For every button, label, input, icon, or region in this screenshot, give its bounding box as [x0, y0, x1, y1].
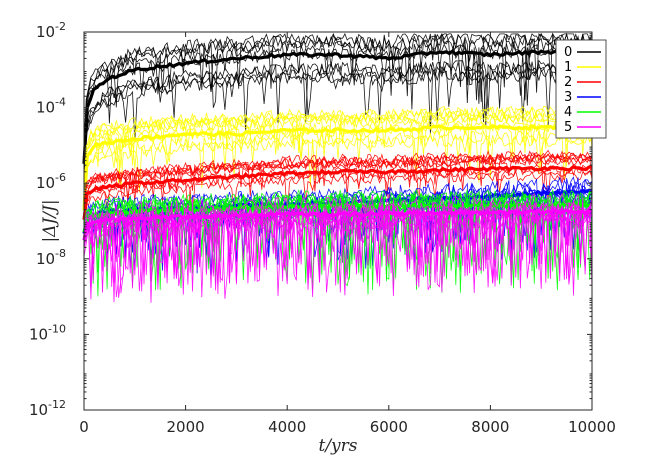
series-2-trajectory	[83, 149, 593, 213]
legend-label: 4	[564, 105, 572, 120]
series-1-trajectory	[83, 105, 593, 198]
y-tick-label: 10-10	[29, 322, 66, 343]
series-0-mean-line	[82, 48, 593, 164]
legend-box	[555, 39, 607, 139]
legend-label: 5	[564, 120, 572, 135]
series-1-trajectory	[83, 119, 593, 214]
series-0-trajectory	[83, 32, 593, 158]
y-tick-label: 10-6	[36, 171, 66, 192]
x-tick-label: 0	[79, 418, 89, 436]
x-tick-label: 4000	[268, 418, 306, 436]
series-1-trajectory	[83, 106, 593, 200]
y-tick-label: 10-8	[36, 247, 66, 268]
x-tick-label: 2000	[167, 418, 205, 436]
legend-label: 3	[564, 90, 572, 105]
series-1-trajectory	[83, 134, 593, 220]
series-0-trajectory	[83, 65, 593, 190]
series-5-trajectory	[83, 206, 593, 296]
series-2	[82, 149, 593, 229]
series-1-trajectory	[83, 109, 593, 197]
x-axis-label: t/yrs	[318, 436, 357, 456]
x-tick-label: 8000	[471, 418, 509, 436]
series-1-trajectory	[83, 109, 593, 197]
legend-label: 0	[564, 45, 572, 60]
y-tick-label: 10-4	[36, 96, 66, 117]
series-2-trajectory	[83, 163, 593, 221]
x-tick-label: 6000	[370, 418, 408, 436]
y-tick-label: 10-12	[29, 398, 66, 419]
series-0-trajectory	[83, 60, 593, 185]
legend-label: 1	[564, 60, 572, 75]
y-axis-label: |ΔJ/J|	[40, 199, 60, 242]
plot-frame	[83, 31, 593, 411]
series-1-trajectory	[83, 129, 593, 220]
series-5	[82, 192, 593, 303]
series-5-trajectory	[83, 200, 593, 295]
series-layer	[82, 32, 593, 303]
ticks-layer: 0 2000 4000 6000 8000 10000 10-12 10-10 10-8 10-6…	[29, 20, 616, 436]
series-0-trajectory	[83, 58, 593, 173]
series-0-trajectory	[83, 32, 593, 147]
series-2-mean-line	[82, 165, 593, 220]
series-5-mean-line	[82, 208, 593, 241]
series-1-trajectory	[83, 112, 593, 201]
series-0	[82, 32, 593, 190]
legend-label: 2	[564, 75, 572, 90]
y-tick-label: 10-2	[36, 20, 66, 41]
series-2-trajectory	[83, 170, 593, 226]
series-1	[82, 105, 593, 220]
series-1-mean-line	[82, 123, 593, 211]
x-tick-label: 10000	[568, 418, 616, 436]
